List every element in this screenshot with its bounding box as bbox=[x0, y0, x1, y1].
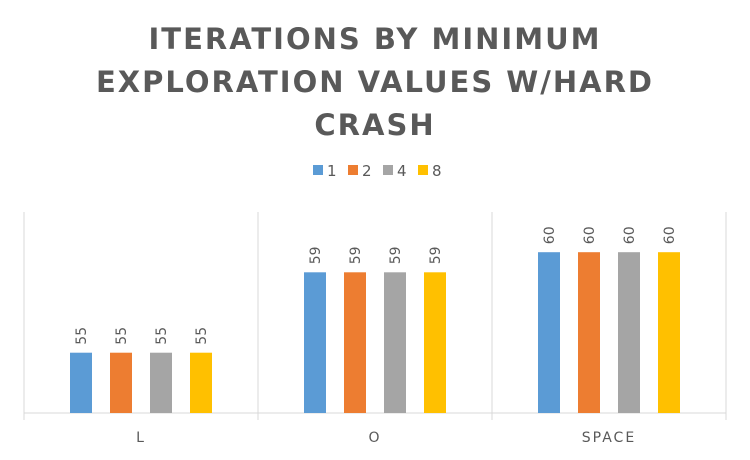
legend-swatch-4 bbox=[383, 165, 393, 175]
legend-label-4: 4 bbox=[397, 162, 407, 180]
legend-label-2: 2 bbox=[362, 162, 372, 180]
chart-title: ITERATIONS BY MINIMUM EXPLORATION VALUES… bbox=[0, 18, 750, 147]
data-label: 59 bbox=[388, 246, 404, 264]
data-label: 59 bbox=[348, 246, 364, 264]
bar-series-4-l bbox=[150, 352, 172, 413]
bar-series-2-l bbox=[110, 352, 132, 413]
x-tick-label-l: L bbox=[136, 430, 146, 446]
legend-label-1: 1 bbox=[327, 162, 337, 180]
data-label: 59 bbox=[428, 246, 444, 264]
data-label: 60 bbox=[542, 226, 558, 244]
bar-series-2-o bbox=[344, 272, 366, 413]
legend-swatch-8 bbox=[418, 165, 428, 175]
chart-title-line-1: ITERATIONS BY MINIMUM bbox=[148, 22, 602, 56]
x-tick-label-space: SPACE bbox=[582, 430, 636, 446]
bar-series-4-o bbox=[384, 272, 406, 413]
chart-title-line-3: CRASH bbox=[314, 108, 436, 142]
bar-series-4-space bbox=[618, 252, 640, 413]
data-label: 60 bbox=[662, 226, 678, 244]
legend-label-8: 8 bbox=[432, 162, 442, 180]
bar-series-2-space bbox=[578, 252, 600, 413]
bar-series-8-l bbox=[190, 352, 212, 413]
legend-swatch-1 bbox=[313, 165, 323, 175]
bar-series-1-space bbox=[538, 252, 560, 413]
chart-title-line-2: EXPLORATION VALUES W/HARD bbox=[95, 65, 655, 99]
legend-swatch-2 bbox=[348, 165, 358, 175]
data-label: 55 bbox=[114, 327, 130, 345]
data-label: 59 bbox=[308, 246, 324, 264]
bar-series-8-space bbox=[658, 252, 680, 413]
data-label: 55 bbox=[154, 327, 170, 345]
data-label: 60 bbox=[582, 226, 598, 244]
data-label: 60 bbox=[622, 226, 638, 244]
bar-series-1-l bbox=[70, 352, 92, 413]
bar-series-8-o bbox=[424, 272, 446, 413]
x-tick-label-o: O bbox=[368, 430, 381, 446]
bar-series-1-o bbox=[304, 272, 326, 413]
data-label: 55 bbox=[74, 327, 90, 345]
data-label: 55 bbox=[194, 327, 210, 345]
